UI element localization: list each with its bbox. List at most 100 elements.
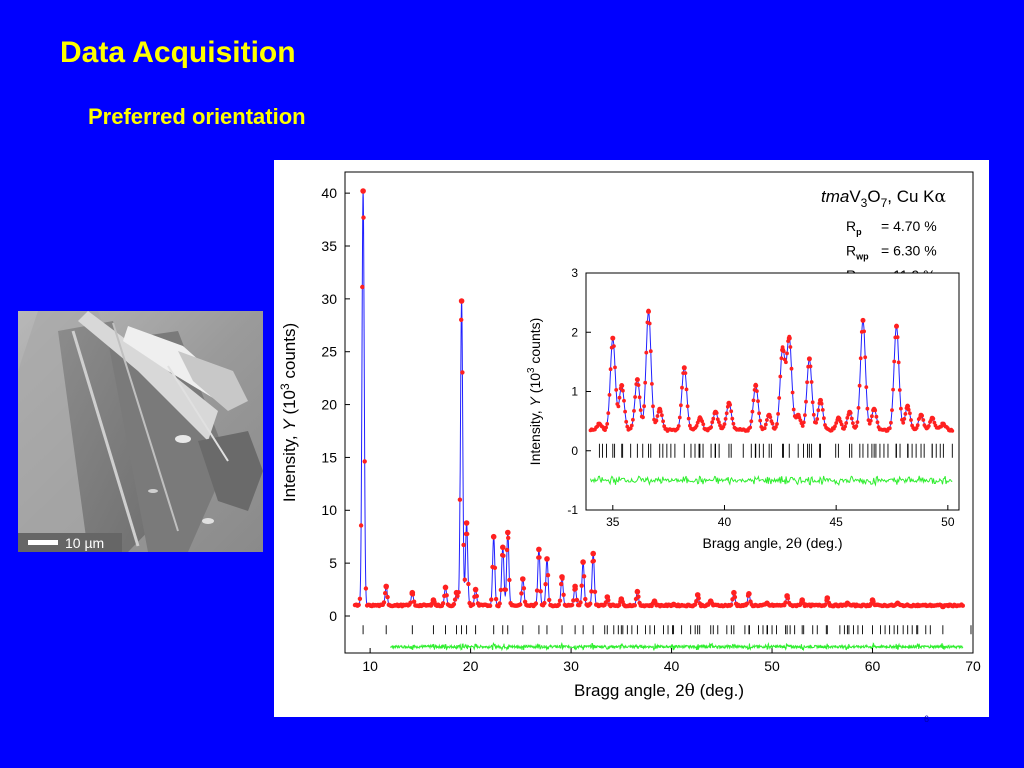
observed-point <box>518 602 523 607</box>
observed-point <box>854 424 859 429</box>
observed-point <box>623 409 627 414</box>
main-y-axis-label: Intensity, Y (103 counts) <box>278 323 299 502</box>
observed-point <box>385 594 390 600</box>
main-reflection-ticks <box>362 625 972 635</box>
observed-point <box>588 601 593 606</box>
observed-point <box>748 425 753 430</box>
observed-point <box>801 420 806 425</box>
observed-peak-point <box>610 335 616 341</box>
observed-point <box>950 429 955 433</box>
observed-point <box>589 589 594 594</box>
observed-point <box>788 345 793 349</box>
observed-point <box>729 602 734 607</box>
main-xtick-label: 10 <box>362 658 378 674</box>
observed-peak-point <box>713 409 718 415</box>
observed-peak-point <box>806 356 812 362</box>
observed-point <box>493 596 499 602</box>
observed-point <box>855 420 860 424</box>
observed-peak-point <box>463 520 470 526</box>
scale-bar-label: 10 µm <box>65 535 104 551</box>
observed-point <box>722 422 727 426</box>
observed-peak-point <box>694 592 701 598</box>
observed-point <box>723 417 728 421</box>
observed-point <box>815 417 820 421</box>
observed-point <box>358 523 364 528</box>
observed-point <box>834 421 839 425</box>
observed-point <box>803 413 807 417</box>
observed-point <box>451 602 457 607</box>
observed-point <box>561 592 566 597</box>
observed-point <box>363 586 369 591</box>
observed-point <box>789 366 794 371</box>
observed-point <box>823 602 828 607</box>
inset-xtick-label: 35 <box>606 515 620 529</box>
observed-peak-point <box>544 556 550 562</box>
observed-peak-point <box>795 412 801 418</box>
inset-ytick-label: 3 <box>571 266 578 280</box>
main-xtick-label: 30 <box>563 658 579 674</box>
main-observed-points <box>352 188 965 610</box>
observed-point <box>785 351 789 356</box>
observed-point <box>757 411 761 416</box>
main-ytick-label: 10 <box>321 502 337 518</box>
observed-peak-point <box>618 596 625 602</box>
sem-micrograph-image: 10 µm <box>18 311 263 552</box>
observed-point <box>844 421 849 425</box>
observed-point <box>537 555 542 560</box>
observed-point <box>466 581 471 587</box>
observed-point <box>497 601 502 606</box>
observed-point <box>775 422 779 426</box>
observed-point <box>895 335 900 340</box>
observed-point <box>489 597 494 602</box>
observed-point <box>578 600 583 605</box>
observed-point <box>632 603 637 608</box>
observed-point <box>474 593 479 599</box>
main-x-axis-label: Bragg angle, 2θ (deg.) <box>574 681 744 701</box>
observed-point <box>820 408 825 412</box>
observed-point <box>887 426 892 431</box>
observed-point <box>857 383 862 388</box>
observed-point <box>644 350 649 355</box>
observed-peak-point <box>596 421 602 427</box>
observed-point <box>901 420 906 425</box>
observed-point <box>755 389 759 393</box>
observed-point <box>809 380 814 384</box>
observed-point <box>498 587 504 593</box>
observed-point <box>851 421 855 425</box>
observed-point <box>533 601 539 606</box>
observed-peak-point <box>894 600 901 607</box>
observed-point <box>874 414 879 419</box>
observed-peak-point <box>786 335 792 341</box>
observed-point <box>647 321 652 326</box>
observed-point <box>632 409 636 413</box>
observed-point <box>763 422 768 427</box>
observed-point <box>487 603 493 608</box>
observed-point <box>574 597 580 603</box>
observed-point <box>617 395 622 400</box>
observed-point <box>543 582 548 587</box>
observed-peak-point <box>914 602 921 609</box>
observed-point <box>655 414 660 418</box>
observed-point <box>607 393 612 397</box>
observed-point <box>710 420 715 425</box>
observed-point <box>519 591 524 596</box>
observed-point <box>890 408 894 412</box>
observed-peak-point <box>784 593 790 599</box>
observed-peak-point <box>918 412 924 418</box>
inset-xtick-label: 50 <box>941 515 955 529</box>
observed-point <box>471 602 476 607</box>
observed-peak-point <box>835 415 841 421</box>
observed-point <box>784 360 788 365</box>
main-xtick-label: 70 <box>965 658 981 674</box>
observed-point <box>538 589 543 594</box>
inset-ytick-label: -1 <box>567 503 578 517</box>
observed-point <box>648 349 653 354</box>
observed-point <box>608 367 613 372</box>
observed-point <box>622 398 626 403</box>
observed-point <box>891 387 895 392</box>
observed-point <box>762 426 767 431</box>
observed-point <box>865 406 870 411</box>
observed-peak-point <box>871 406 877 412</box>
observed-point <box>822 416 826 421</box>
